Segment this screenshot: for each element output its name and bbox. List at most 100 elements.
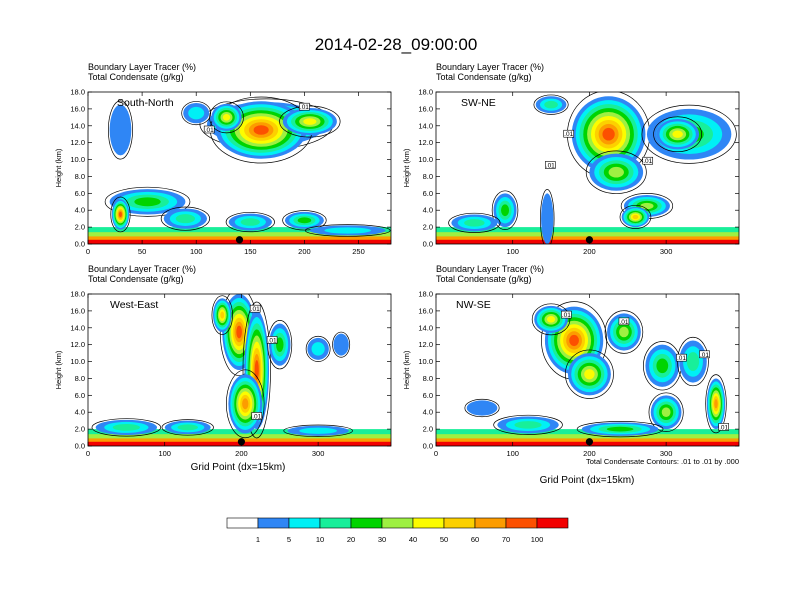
x-axis-label-right: Grid Point (dx=15km) — [540, 475, 635, 486]
contour-label: .01 — [564, 131, 573, 138]
y-tick-label: 16.0 — [418, 104, 433, 113]
condensate-contour — [540, 189, 555, 244]
condensate-contour — [107, 100, 133, 160]
y-tick-label: 0.0 — [75, 240, 85, 249]
y-tick-label: 2.0 — [423, 425, 433, 434]
y-tick-label: 16.0 — [418, 306, 433, 315]
condensate-contour — [110, 196, 131, 233]
condensate-contour — [493, 414, 563, 435]
condensate-contour — [160, 206, 210, 231]
y-tick-label: 6.0 — [423, 391, 433, 400]
condensate-contour — [283, 424, 353, 437]
panel-west-east: Boundary Layer Tracer (%)Total Condensat… — [54, 264, 392, 458]
contour-label-box — [299, 102, 310, 111]
tracer-blob — [546, 316, 556, 323]
tracer-field: .01 .01 .01 — [436, 92, 739, 244]
contour-label: .01 — [251, 306, 260, 313]
colorbar-swatch — [226, 517, 259, 529]
x-tick-label: 0 — [434, 449, 438, 458]
x-tick-label: 150 — [244, 247, 257, 256]
panel-header-tracer: Boundary Layer Tracer (%) — [88, 264, 196, 274]
tracer-field: .01 .01 .01 .01 .01 — [436, 294, 739, 446]
colorbar-swatch — [412, 517, 445, 529]
condensate-contour — [332, 331, 351, 358]
x-tick-label: 100 — [506, 449, 519, 458]
y-tick-label: 4.0 — [75, 408, 85, 417]
contour-label-box — [618, 317, 630, 326]
y-tick-label: 10.0 — [418, 357, 433, 366]
contour-label-box — [563, 129, 575, 138]
colorbar-label: 5 — [287, 535, 291, 544]
y-tick-label: 8.0 — [75, 374, 85, 383]
y-tick-label: 8.0 — [75, 172, 85, 181]
tracer-blob — [686, 352, 700, 371]
tracer-blob — [303, 118, 317, 125]
colorbar-label: 60 — [471, 535, 479, 544]
y-tick-label: 12.0 — [70, 340, 85, 349]
contour-label: .01 — [677, 355, 686, 362]
colorbar-label: 100 — [531, 535, 544, 544]
contour-label-box — [266, 336, 278, 344]
contour-label-box — [718, 423, 729, 431]
x-tick-label: 200 — [583, 247, 596, 256]
contour-label: .01 — [205, 127, 214, 134]
contour-label: .01 — [562, 312, 571, 319]
condensate-contour — [533, 94, 569, 115]
condensate-contour — [648, 392, 684, 432]
condensate-contour — [181, 101, 212, 126]
x-tick-label: 50 — [138, 247, 146, 256]
y-tick-label: 18.0 — [418, 290, 433, 299]
tracer-blob — [672, 130, 683, 138]
panel-name: SW-NE — [461, 97, 496, 109]
tracer-blob — [253, 125, 269, 135]
y-tick-label: 14.0 — [418, 323, 433, 332]
y-tick-label: 6.0 — [423, 189, 433, 198]
colorbar-label: 10 — [316, 535, 324, 544]
contour-label-box — [561, 310, 572, 319]
y-tick-label: 10.0 — [70, 357, 85, 366]
tracer-blob — [602, 127, 615, 141]
panel-header-tracer: Boundary Layer Tracer (%) — [436, 62, 544, 72]
y-tick-label: 12.0 — [418, 138, 433, 147]
panel-nw-se: Boundary Layer Tracer (%)Total Condensat… — [402, 264, 740, 458]
condensate-contour — [653, 116, 703, 153]
panel-header-condensate: Total Condensate (g/kg) — [88, 274, 184, 284]
contour-label: .01 — [700, 352, 709, 359]
y-tick-label: 0.0 — [75, 442, 85, 451]
panel-header-condensate: Total Condensate (g/kg) — [436, 274, 532, 284]
colorbar-label: 70 — [502, 535, 510, 544]
y-tick-label: 0.0 — [423, 240, 433, 249]
condensate-contour — [448, 212, 501, 233]
x-tick-label: 200 — [298, 247, 311, 256]
contour-label: .01 — [719, 424, 728, 431]
colorbar-label: 50 — [440, 535, 448, 544]
condensate-contour — [677, 336, 709, 387]
panel-header-condensate: Total Condensate (g/kg) — [436, 72, 532, 82]
y-axis-label: Height (km) — [54, 148, 63, 187]
y-tick-label: 12.0 — [418, 340, 433, 349]
condensate-contour — [491, 190, 519, 230]
y-tick-label: 18.0 — [70, 88, 85, 97]
x-tick-label: 200 — [583, 449, 596, 458]
tracer-blob — [541, 193, 554, 244]
y-axis-label: Height (km) — [54, 350, 63, 389]
tracer-blob — [608, 166, 624, 178]
tracer-blob — [569, 334, 579, 347]
tracer-blob — [175, 214, 196, 224]
notes: Total Condensate Contours: .01 to .01 by… — [191, 457, 739, 486]
y-tick-label: 18.0 — [418, 88, 433, 97]
tracer-blob — [236, 325, 242, 339]
condensate-contour — [282, 210, 327, 231]
x-axis-label-left: Grid Point (dx=15km) — [191, 462, 286, 473]
tracer-blob — [134, 197, 161, 207]
y-tick-label: 16.0 — [70, 306, 85, 315]
panels: Boundary Layer Tracer (%)Total Condensat… — [54, 62, 740, 458]
tracer-blob — [220, 311, 225, 319]
tracer-blob — [619, 326, 629, 338]
contour-label: .01 — [619, 319, 628, 326]
plot-frame — [87, 91, 392, 245]
colorbar-swatch — [505, 517, 538, 529]
panel-header-condensate: Total Condensate (g/kg) — [88, 72, 184, 82]
tracer-blob — [584, 369, 595, 380]
condensate-contour — [565, 349, 614, 399]
